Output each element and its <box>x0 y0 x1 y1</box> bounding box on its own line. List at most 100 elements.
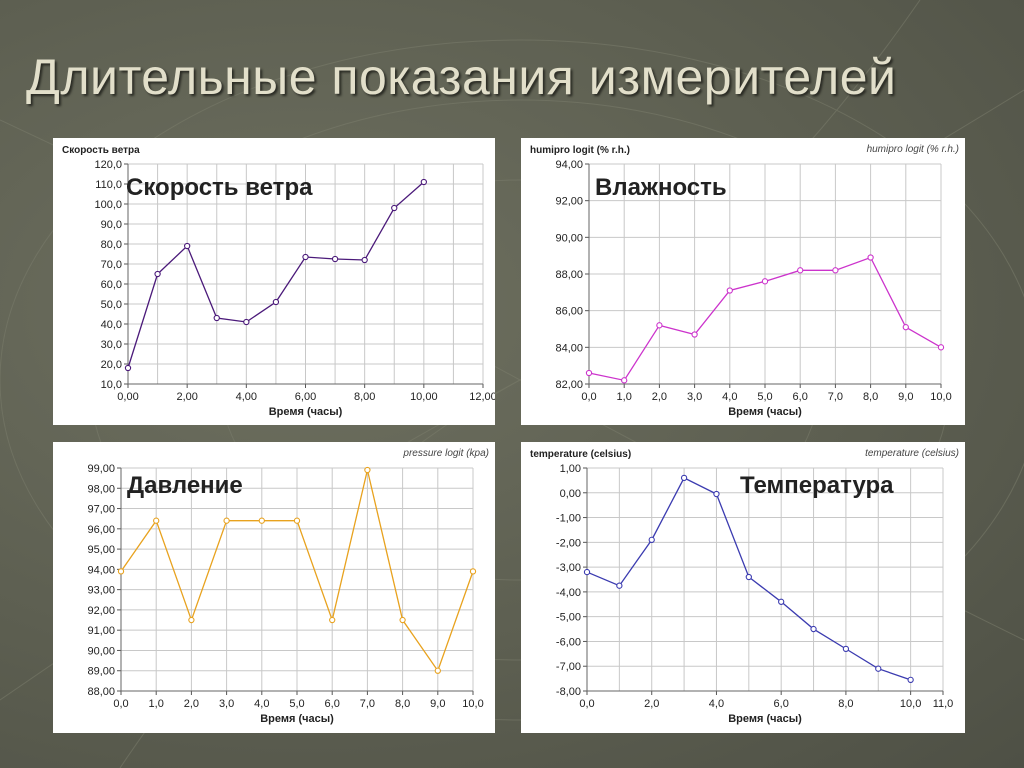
data-point <box>691 331 698 338</box>
data-point <box>329 616 336 624</box>
x-tick-label: 0,0 <box>113 698 128 710</box>
x-tick-label: 0,00 <box>117 391 138 403</box>
x-tick-label: 2,0 <box>644 698 659 710</box>
data-point <box>875 665 882 672</box>
pressure-chart: pressure logit (kpa) 88,00 89,00 90,00 91,00… <box>87 448 489 725</box>
data-point <box>213 314 220 322</box>
data-point <box>117 568 125 575</box>
temperature-chart-overlay-label: Температура <box>740 472 894 499</box>
data-point <box>648 536 655 544</box>
data-point <box>867 254 874 261</box>
data-point <box>907 676 914 683</box>
y-tick-label: 94,00 <box>555 159 583 171</box>
data-point <box>726 287 733 294</box>
x-axis-label: Время (часы) <box>728 713 802 725</box>
data-point <box>778 598 785 605</box>
data-point <box>331 255 339 263</box>
humidity-chart-overlay-label: Влажность <box>595 174 727 201</box>
y-tick-label: -4,00 <box>556 587 581 599</box>
y-tick-label: 90,00 <box>555 232 583 244</box>
wind-chart: Скорость ветра 10,0 20,0 30,0 40,0 50,0 60,0 70… <box>62 145 495 418</box>
x-tick-label: 5,0 <box>289 698 304 710</box>
data-point <box>153 517 160 524</box>
y-tick-label: 80,0 <box>101 239 122 251</box>
data-point <box>399 616 406 624</box>
y-tick-label: 99,00 <box>87 463 115 475</box>
x-tick-label: 11,0 <box>933 698 954 710</box>
x-tick-label: 4,00 <box>236 391 257 403</box>
data-point <box>797 267 804 274</box>
data-point <box>243 318 250 326</box>
x-tick-label: 7,0 <box>360 698 375 710</box>
x-tick-label: 5,0 <box>757 391 772 403</box>
y-tick-label: -1,00 <box>556 513 581 525</box>
y-tick-label: -5,00 <box>556 612 581 624</box>
y-tick-label: 90,0 <box>101 219 122 231</box>
data-point <box>188 616 195 624</box>
data-point <box>937 344 945 351</box>
x-tick-label: 0,0 <box>581 391 596 403</box>
y-tick-label: -3,00 <box>556 562 581 574</box>
y-tick-label: 92,00 <box>87 605 115 617</box>
chart-title: Скорость ветра <box>62 145 140 156</box>
x-tick-label: 8,0 <box>863 391 878 403</box>
x-tick-label: 8,0 <box>838 698 853 710</box>
y-tick-label: 10,0 <box>101 379 122 391</box>
x-tick-label: 2,0 <box>652 391 667 403</box>
x-axis-label: Время (часы) <box>269 406 343 418</box>
y-tick-label: 84,00 <box>555 342 583 354</box>
x-tick-label: 2,00 <box>176 391 197 403</box>
x-tick-label: 12,00 <box>469 391 495 403</box>
humidity-chart-panel: humipro logit (% r.h.) humipro logit (% r… <box>521 138 965 425</box>
y-tick-label: 93,00 <box>87 585 115 597</box>
x-tick-label: 2,0 <box>184 698 199 710</box>
x-tick-label: 9,0 <box>898 391 913 403</box>
data-point <box>656 322 663 329</box>
slide-title: Длительные показания измерителей <box>26 49 897 105</box>
series-label: humipro logit (% r.h.) <box>867 144 959 155</box>
y-tick-label: 90,00 <box>87 645 115 657</box>
y-tick-label: 95,00 <box>87 544 115 556</box>
x-tick-label: 6,0 <box>793 391 808 403</box>
data-point <box>361 256 368 264</box>
y-tick-label: 30,0 <box>101 339 122 351</box>
x-tick-label: 3,0 <box>219 698 234 710</box>
y-tick-label: 91,00 <box>87 625 115 637</box>
x-tick-label: 4,0 <box>709 698 724 710</box>
x-axis-label: Время (часы) <box>728 406 802 418</box>
y-tick-label: 0,00 <box>560 488 581 500</box>
pressure-chart-panel: pressure logit (kpa) 88,00 89,00 90,00 91,00… <box>53 442 495 733</box>
y-tick-label: 98,00 <box>87 483 115 495</box>
y-tick-label: 100,0 <box>94 199 122 211</box>
x-tick-label: 10,0 <box>930 391 951 403</box>
y-tick-label: 1,00 <box>560 463 581 475</box>
series-label: pressure logit (kpa) <box>402 448 489 459</box>
x-axis-label: Время (часы) <box>260 713 334 725</box>
x-tick-label: 7,0 <box>828 391 843 403</box>
y-tick-label: 94,00 <box>87 564 115 576</box>
temperature-chart-panel: temperature (celsius) temperature (celsiu… <box>521 442 965 733</box>
x-tick-label: 1,0 <box>617 391 632 403</box>
x-tick-label: 6,0 <box>325 698 340 710</box>
data-point <box>585 369 593 377</box>
x-tick-label: 6,00 <box>295 391 316 403</box>
data-point <box>583 568 591 576</box>
data-point <box>810 625 817 633</box>
x-tick-label: 10,0 <box>900 698 921 710</box>
y-tick-label: 88,00 <box>87 686 115 698</box>
wind-chart-panel: Скорость ветра 10,0 20,0 30,0 40,0 50,0 60,0 70… <box>53 138 495 425</box>
data-point <box>124 364 132 372</box>
data-point <box>469 568 477 575</box>
data-point <box>391 204 398 212</box>
y-tick-label: 50,0 <box>101 299 122 311</box>
y-tick-label: 86,00 <box>555 306 583 318</box>
y-tick-label: 20,0 <box>101 359 122 371</box>
y-tick-label: 120,0 <box>94 159 122 171</box>
x-tick-label: 0,0 <box>579 698 594 710</box>
x-tick-label: 10,0 <box>462 698 483 710</box>
x-tick-label: 6,0 <box>774 698 789 710</box>
y-tick-label: 92,00 <box>555 196 583 208</box>
data-point <box>434 667 441 674</box>
x-tick-label: 8,0 <box>395 698 410 710</box>
data-point <box>902 324 909 331</box>
